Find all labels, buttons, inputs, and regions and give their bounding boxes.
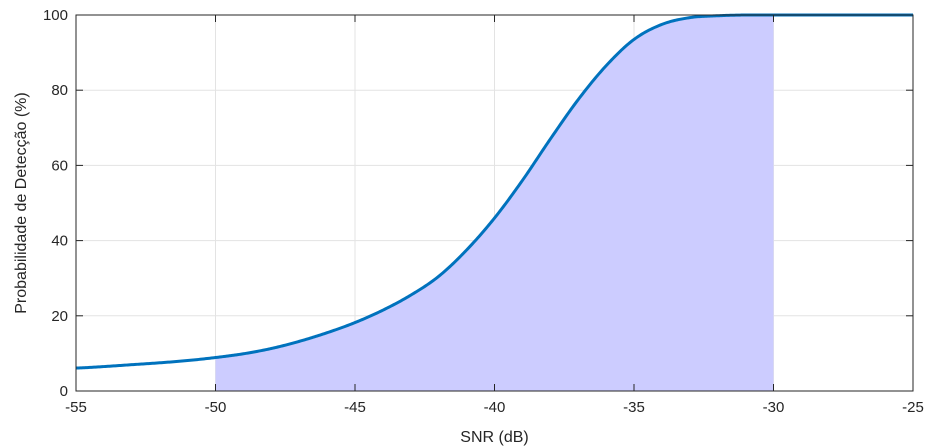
x-tick-label: -45 — [344, 399, 366, 416]
x-tick-label: -40 — [484, 399, 506, 416]
y-tick-label: 40 — [51, 233, 68, 250]
y-tick-label: 100 — [43, 7, 68, 24]
y-axis-label: Probabilidade de Detecção (%) — [13, 92, 30, 313]
y-tick-label: 80 — [51, 82, 68, 99]
x-axis-ticks: -55 -50 -45 -40 -35 -30 -25 — [65, 15, 924, 416]
x-axis-label: SNR (dB) — [460, 429, 528, 446]
x-tick-label: -25 — [902, 399, 924, 416]
x-tick-label: -55 — [65, 399, 87, 416]
x-tick-label: -35 — [623, 399, 645, 416]
y-tick-label: 20 — [51, 308, 68, 325]
y-tick-label: 60 — [51, 157, 68, 174]
y-axis-ticks: 0 20 40 60 80 100 — [43, 7, 913, 400]
y-tick-label: 0 — [60, 383, 68, 400]
x-tick-label: -50 — [205, 399, 227, 416]
shaded-region — [215, 15, 774, 391]
x-tick-label: -30 — [763, 399, 785, 416]
